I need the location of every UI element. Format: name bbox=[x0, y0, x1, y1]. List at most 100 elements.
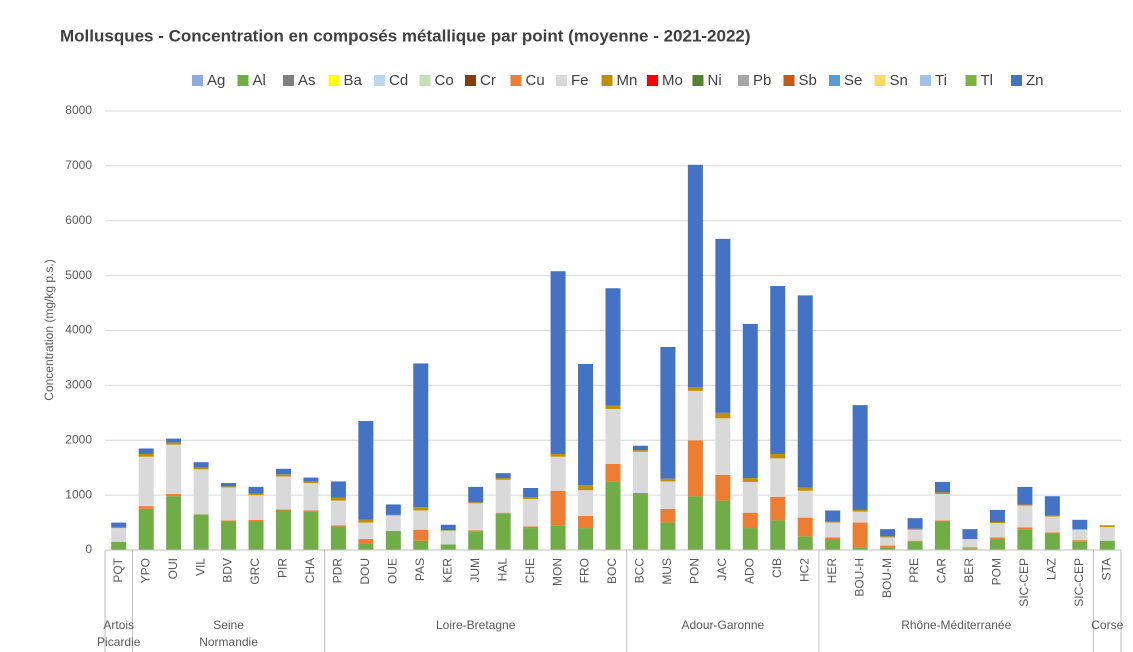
bar-segment bbox=[440, 530, 456, 545]
bar-segment bbox=[413, 507, 429, 511]
bar-segment bbox=[935, 521, 951, 550]
y-tick-label: 6000 bbox=[65, 213, 92, 227]
x-tick-label: YPO bbox=[138, 558, 152, 583]
bar-segment bbox=[907, 541, 923, 550]
bar-segment bbox=[248, 493, 264, 496]
bar-segment bbox=[797, 517, 813, 537]
bar-segment bbox=[742, 323, 758, 479]
x-tick-label: CAR bbox=[935, 558, 949, 584]
bar-segment bbox=[742, 528, 758, 550]
bar-segment bbox=[440, 544, 456, 550]
bar-segment bbox=[852, 511, 868, 523]
bar-segment bbox=[275, 510, 291, 550]
bar-segment bbox=[907, 529, 923, 541]
bar-segment bbox=[1072, 540, 1088, 542]
bar-segment bbox=[605, 405, 621, 409]
bar-segment bbox=[1017, 529, 1033, 550]
bar-segment bbox=[303, 483, 319, 511]
bar-segment bbox=[880, 536, 896, 538]
bar-segment bbox=[852, 547, 868, 550]
bar-segment bbox=[111, 526, 127, 529]
bar-segment bbox=[468, 530, 484, 532]
bar-segment bbox=[1044, 533, 1060, 550]
bar-segment bbox=[138, 448, 154, 454]
bar-segment bbox=[825, 522, 841, 538]
x-tick-label: HC2 bbox=[797, 558, 811, 582]
y-tick-label: 1000 bbox=[65, 487, 92, 501]
legend-swatch bbox=[556, 75, 567, 86]
bar-segment bbox=[550, 453, 566, 457]
legend-label: Se bbox=[844, 72, 862, 89]
legend-swatch bbox=[920, 75, 931, 86]
bar-segment bbox=[303, 477, 319, 482]
bar-segment bbox=[605, 463, 621, 482]
bar-segment bbox=[193, 467, 209, 470]
bar-segment bbox=[1072, 541, 1088, 550]
bar-segment bbox=[495, 478, 511, 480]
x-tick-label: BOC bbox=[605, 558, 619, 584]
bar-segment bbox=[111, 541, 127, 550]
bar-segment bbox=[385, 530, 401, 550]
legend-label: As bbox=[298, 72, 316, 89]
bar-segment bbox=[275, 509, 291, 511]
legend-label: Mo bbox=[662, 72, 683, 89]
bar-segment bbox=[468, 502, 484, 504]
bar-segment bbox=[715, 474, 731, 501]
x-tick-label: CIB bbox=[770, 558, 784, 578]
x-tick-label: PRE bbox=[907, 558, 921, 583]
bar-segment bbox=[138, 456, 154, 507]
bar-segment bbox=[825, 510, 841, 522]
bar-segment bbox=[687, 440, 703, 497]
x-tick-label: HER bbox=[825, 558, 839, 584]
legend-label: Sb bbox=[799, 72, 817, 89]
legend-swatch bbox=[692, 75, 704, 86]
bar-segment bbox=[1099, 526, 1115, 541]
legend-label: Pb bbox=[753, 72, 771, 89]
bar-segment bbox=[605, 288, 621, 406]
bar-segment bbox=[1044, 515, 1060, 517]
bar-segment bbox=[989, 522, 1005, 524]
group-label: Seine bbox=[213, 618, 244, 632]
bar-segment bbox=[358, 539, 374, 544]
bar-segment bbox=[138, 453, 154, 457]
x-tick-label: BCC bbox=[633, 558, 647, 584]
bar-segment bbox=[303, 481, 319, 484]
bar-segment bbox=[770, 496, 786, 521]
x-tick-label: DOU bbox=[358, 558, 372, 585]
bar-segment bbox=[523, 498, 539, 527]
bar-segment bbox=[330, 526, 346, 550]
legend-label: Fe bbox=[571, 72, 589, 89]
bar-segment bbox=[907, 540, 923, 542]
bar-segment bbox=[248, 519, 264, 522]
bar-segment bbox=[248, 486, 264, 494]
bar-segment bbox=[962, 548, 978, 550]
y-tick-label: 5000 bbox=[65, 268, 92, 282]
legend-swatch bbox=[237, 75, 249, 86]
bar-segment bbox=[138, 506, 154, 509]
x-tick-label: PQT bbox=[111, 557, 125, 582]
bar-segment bbox=[550, 456, 566, 491]
group-label: Picardie bbox=[97, 635, 141, 649]
legend-label: Tl bbox=[981, 72, 994, 89]
bar-segment bbox=[358, 522, 374, 540]
y-tick-label: 2000 bbox=[65, 432, 92, 446]
bar-segment bbox=[385, 515, 401, 531]
bar-segment bbox=[578, 515, 594, 529]
bar-segment bbox=[770, 458, 786, 497]
legend-swatch bbox=[283, 75, 294, 86]
legend-swatch bbox=[874, 75, 886, 86]
bar-segment bbox=[138, 508, 154, 550]
bar-segment bbox=[660, 478, 676, 482]
x-tick-label: PON bbox=[688, 558, 702, 584]
bar-segment bbox=[303, 510, 319, 512]
bar-segment bbox=[221, 520, 237, 522]
legend-label: Ni bbox=[708, 72, 722, 89]
bar-segment bbox=[330, 481, 346, 498]
bar-segment bbox=[358, 519, 374, 523]
bar-segment bbox=[687, 164, 703, 388]
bar-segment bbox=[935, 494, 951, 521]
bar-segment bbox=[1044, 532, 1060, 534]
x-tick-label: MUS bbox=[660, 558, 674, 585]
bar-segment bbox=[632, 492, 648, 495]
bar-segment bbox=[907, 518, 923, 529]
